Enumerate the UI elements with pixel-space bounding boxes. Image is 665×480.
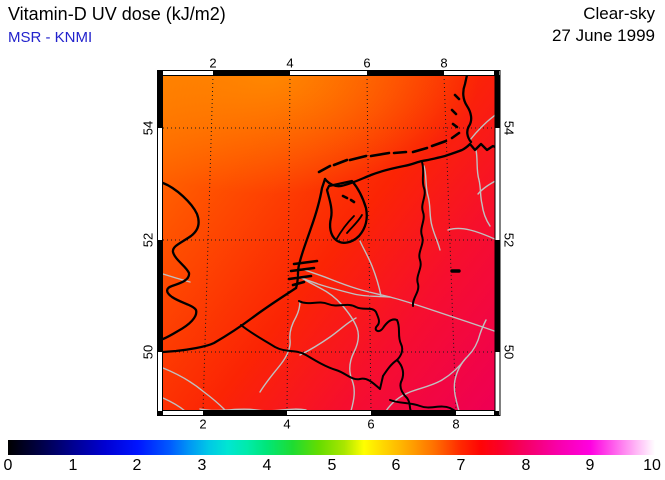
data-source-label: MSR - KNMI: [8, 29, 93, 46]
lat-tick-right-50: 50: [501, 344, 517, 360]
colorbar-label-1: 1: [68, 457, 78, 474]
country-borders: [240, 161, 458, 413]
colorbar-gradient: [8, 440, 655, 455]
be-de-lu-border: [396, 319, 412, 412]
lon-tick-top-6: 6: [363, 55, 371, 71]
page-title: Vitamin-D UV dose (kJ/m2): [8, 4, 226, 24]
holland-coast: [294, 177, 327, 290]
colorbar-label-2: 2: [132, 457, 142, 474]
dose-field: [162, 75, 496, 411]
rivers: [162, 112, 498, 412]
map-frame: [157, 70, 501, 416]
lon-tick-bottom-2: 2: [199, 416, 207, 432]
denmark-coast: [462, 73, 473, 144]
nl-de-border: [411, 161, 426, 307]
lat-tick-right-54: 54: [501, 120, 517, 136]
islands: [287, 93, 461, 287]
graticule: [163, 74, 495, 412]
lon-tick-top-2: 2: [209, 55, 217, 71]
be-fr-border: [240, 324, 384, 390]
lon-tick-bottom-4: 4: [283, 416, 291, 432]
colorbar-label-6: 6: [391, 457, 401, 474]
colorbar-label-8: 8: [521, 457, 531, 474]
nl-be-border: [298, 300, 398, 333]
sky-condition-label: Clear-sky: [583, 4, 655, 23]
colorbar-label-5: 5: [327, 457, 337, 474]
date-label: 27 June 1999: [551, 26, 655, 45]
map-canvas: [157, 70, 501, 416]
belgium-france-coast: [161, 286, 298, 354]
coastlines: [161, 73, 499, 354]
colorbar-label-10: 10: [643, 457, 661, 474]
lon-tick-bottom-8: 8: [452, 416, 460, 432]
colorbar-label-9: 9: [585, 457, 595, 474]
wadden-german-coast: [323, 142, 499, 188]
lon-tick-top-8: 8: [440, 55, 448, 71]
lon-tick-top-4: 4: [286, 55, 294, 71]
england-coast: [161, 181, 200, 341]
lat-tick-left-54: 54: [140, 120, 156, 136]
lat-tick-left-50: 50: [140, 344, 156, 360]
colorbar-label-7: 7: [456, 457, 466, 474]
ijsselmeer: [325, 179, 368, 244]
colorbar-label-0: 0: [3, 457, 13, 474]
lat-tick-right-52: 52: [501, 232, 517, 248]
colorbar-label-3: 3: [197, 457, 207, 474]
lon-tick-bottom-6: 6: [367, 416, 375, 432]
lat-tick-left-52: 52: [140, 232, 156, 248]
colorbar-label-4: 4: [262, 457, 272, 474]
